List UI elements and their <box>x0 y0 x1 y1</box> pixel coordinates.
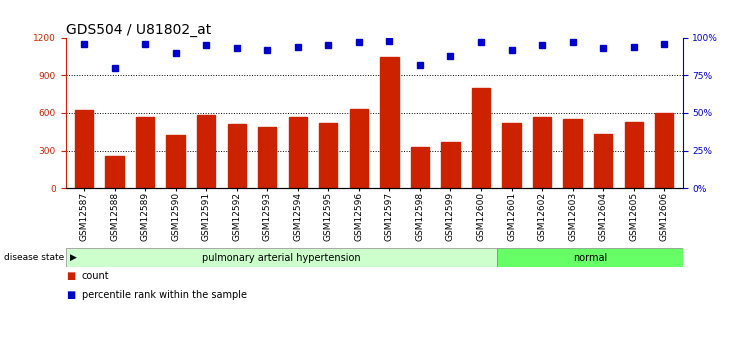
Bar <box>350 109 368 188</box>
Bar <box>380 57 399 188</box>
Bar <box>502 123 520 188</box>
Bar <box>564 119 582 188</box>
Bar <box>594 134 612 188</box>
Text: ■: ■ <box>66 271 75 281</box>
Text: normal: normal <box>573 253 607 263</box>
Bar <box>655 113 673 188</box>
Text: percentile rank within the sample: percentile rank within the sample <box>82 290 247 300</box>
Bar <box>442 142 460 188</box>
Bar <box>498 248 683 267</box>
Bar <box>105 156 123 188</box>
Bar <box>136 117 154 188</box>
Bar <box>411 147 429 188</box>
Bar <box>166 136 185 188</box>
Bar <box>66 248 498 267</box>
Bar <box>472 88 490 188</box>
Bar <box>533 117 551 188</box>
Bar <box>75 110 93 188</box>
Text: GDS504 / U81802_at: GDS504 / U81802_at <box>66 23 211 37</box>
Text: disease state  ▶: disease state ▶ <box>4 253 77 263</box>
Bar <box>288 117 307 188</box>
Text: ■: ■ <box>66 290 75 300</box>
Bar <box>319 123 337 188</box>
Bar <box>228 124 246 188</box>
Bar <box>197 116 215 188</box>
Text: pulmonary arterial hypertension: pulmonary arterial hypertension <box>202 253 361 263</box>
Bar <box>625 122 643 188</box>
Bar <box>258 127 277 188</box>
Text: count: count <box>82 271 110 281</box>
